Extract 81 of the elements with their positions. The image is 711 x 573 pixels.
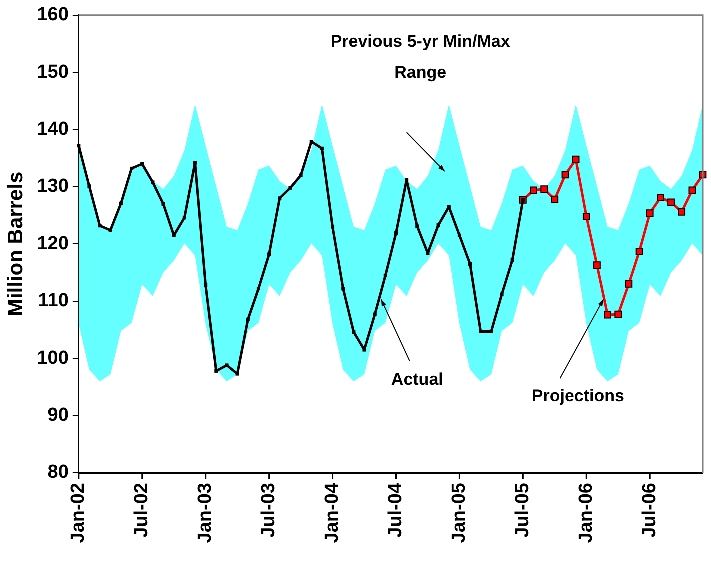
x-tick-label: Jul-06: [639, 483, 660, 538]
annotation: Previous 5-yr Min/Max Range: [330, 32, 511, 82]
point: [130, 166, 134, 170]
point: [416, 224, 420, 228]
point: [225, 364, 229, 368]
point: [490, 330, 494, 334]
point: [214, 369, 218, 373]
point: [204, 284, 208, 288]
point: [436, 224, 440, 228]
point: [384, 274, 388, 278]
point: [510, 258, 514, 262]
point: [331, 225, 335, 229]
point: [256, 287, 260, 291]
point: [479, 330, 483, 334]
point: [540, 186, 548, 193]
point: [500, 292, 504, 296]
point: [394, 232, 398, 236]
point: [236, 372, 240, 376]
point: [299, 174, 303, 178]
text: Projections: [532, 386, 624, 406]
x-tick-label: Jul-03: [258, 483, 280, 538]
point: [352, 330, 356, 334]
point: [604, 311, 612, 319]
point: [140, 162, 144, 166]
point: [636, 248, 644, 256]
y-tick-label: 120: [37, 233, 69, 254]
point: [362, 348, 366, 352]
point: [342, 287, 346, 291]
point: [562, 171, 570, 179]
point: [162, 202, 166, 206]
point: [668, 198, 675, 206]
point: [426, 252, 430, 256]
point: [268, 252, 272, 256]
point: [172, 234, 176, 238]
point: [405, 178, 409, 182]
point: [288, 186, 292, 190]
point: [108, 228, 112, 232]
point: [572, 156, 580, 164]
y-tick-label: 130: [37, 176, 69, 198]
x-tick-label: Jan-02: [68, 483, 90, 544]
x-tick-label: Jan-04: [322, 482, 344, 544]
point: [88, 184, 92, 188]
point: [278, 196, 282, 200]
series-label: Actual: [391, 370, 444, 389]
point: [193, 161, 198, 165]
x-tick-label: Jan-05: [448, 482, 470, 544]
point: [678, 208, 686, 216]
point: [582, 213, 590, 220]
point: [310, 140, 314, 144]
point: [77, 144, 81, 148]
y-tick-label: 110: [38, 290, 69, 312]
y-tick-label: 90: [48, 405, 69, 426]
y-tick-label: 150: [37, 62, 69, 83]
point: [614, 310, 622, 318]
x-tick-label: Jul-04: [385, 482, 406, 538]
point: [594, 262, 601, 270]
point: [657, 194, 664, 202]
point: [551, 196, 559, 204]
point: [246, 318, 250, 322]
point: [625, 280, 633, 288]
point: [646, 210, 654, 217]
y-tick-label: 140: [37, 119, 69, 140]
y-tick-label: 100: [37, 348, 69, 369]
point: [182, 216, 186, 220]
y-tick-label: 80: [48, 462, 69, 484]
x-tick-label: Jul-02: [132, 483, 153, 538]
x-tick-label: Jan-06: [576, 483, 597, 544]
point: [447, 205, 451, 209]
y-axis-title: Million Barrels: [4, 172, 28, 317]
point: [688, 186, 696, 194]
point: [98, 224, 102, 228]
point: [320, 146, 324, 150]
point: [468, 262, 472, 266]
y-tick-label: 160: [37, 4, 69, 26]
x-tick-label: Jan-03: [195, 483, 216, 544]
point: [373, 312, 377, 316]
point: [458, 234, 462, 238]
point: [151, 180, 155, 184]
point: [119, 202, 123, 206]
x-tick-label: Jul-05: [512, 482, 534, 538]
point: [530, 186, 538, 194]
